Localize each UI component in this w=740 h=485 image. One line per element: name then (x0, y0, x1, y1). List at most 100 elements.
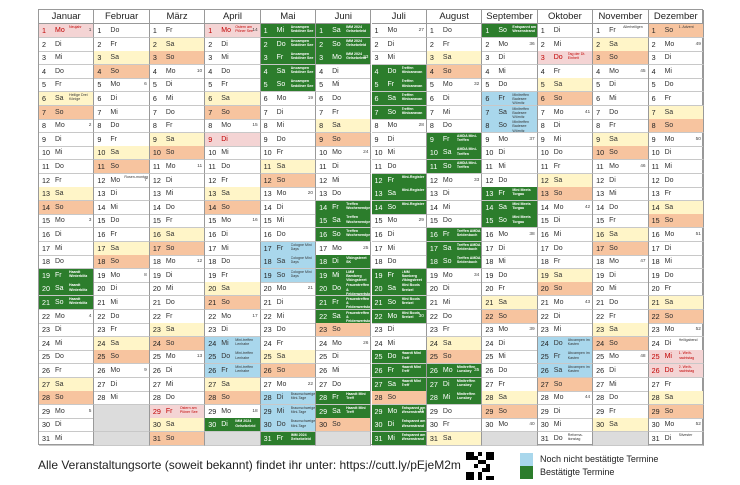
day-cell[interactable]: 15 Do (94, 214, 150, 229)
day-cell[interactable]: 19 Sa (537, 268, 594, 283)
day-cell[interactable]: 21 Mi (94, 296, 150, 310)
day-cell[interactable]: 22 Do (426, 309, 483, 324)
day-cell[interactable]: 17 So (149, 241, 206, 256)
day-cell[interactable]: 24 So (149, 336, 206, 351)
day-cell[interactable]: 14 Mi (426, 200, 483, 215)
day-cell[interactable]: 30 Mi (537, 418, 594, 433)
day-cell[interactable]: 30 Di IMM 2024 Gelsebeleid (205, 418, 261, 433)
day-cell[interactable]: 9 Sa (593, 132, 649, 147)
day-cell[interactable]: 16 Fr Treffen AMDA Seidenbuch (426, 228, 483, 242)
day-cell[interactable]: 2 Fr (426, 37, 483, 52)
day-cell[interactable]: 7 Mi (426, 105, 483, 120)
day-cell[interactable]: 22 So (482, 309, 538, 324)
day-cell[interactable]: 3 Mo IMM 2024 Gelsebeleid 23 (316, 51, 372, 66)
day-cell[interactable]: 23 Sa (149, 323, 206, 338)
day-cell[interactable]: 6 Mi (149, 92, 206, 106)
day-cell[interactable]: 25 Di (316, 350, 372, 365)
day-cell[interactable]: 22 Fr (593, 309, 649, 324)
day-cell[interactable]: 28 Di Braunschweiger Mini-Tage (260, 391, 317, 406)
day-cell[interactable]: 25 Do (39, 350, 95, 365)
day-cell[interactable]: 13 Di (426, 187, 483, 202)
day-cell[interactable]: 22 So (648, 309, 704, 324)
day-cell[interactable]: 8 Mo 2 (39, 119, 95, 134)
day-cell[interactable]: 22 Mo Mini Boots Bretzel 30 (371, 309, 427, 324)
day-cell[interactable]: 20 So (537, 282, 594, 297)
day-cell[interactable]: 11 Di (316, 160, 372, 174)
day-cell[interactable]: 8 Do (426, 119, 483, 134)
day-cell[interactable]: 16 So Treffen Wochenendprogr. (316, 228, 372, 242)
day-cell[interactable]: 21 Sa (482, 296, 538, 310)
day-cell[interactable]: 12 So (260, 173, 317, 188)
day-cell[interactable]: 17 Sa (94, 241, 150, 256)
day-cell[interactable]: 26 Fr Mini-treffen Lenhabe (205, 364, 261, 378)
day-cell[interactable]: 3 Mi (371, 51, 427, 66)
day-cell[interactable]: 27 Sa (39, 377, 95, 392)
day-cell[interactable]: 29 Fr Ostern am Plöner See (149, 404, 206, 419)
day-cell[interactable]: 2 Mo 49 (648, 37, 704, 52)
day-cell[interactable]: 13 Mi (149, 187, 206, 202)
day-cell[interactable]: 24 Sa (94, 336, 150, 351)
day-cell[interactable]: 3 So (149, 51, 206, 66)
day-cell[interactable]: 25 Mi 1. Weih-nachtstag (648, 350, 704, 365)
day-cell[interactable]: 8 Sa (316, 119, 372, 134)
day-cell[interactable]: 12 Mo 33 (426, 173, 483, 188)
day-cell[interactable]: 7 So (205, 105, 261, 120)
day-cell[interactable]: 27 Do (316, 377, 372, 392)
day-cell[interactable]: 30 So (316, 418, 372, 433)
day-cell[interactable]: 1 Fr Allerheiligen (593, 24, 649, 38)
day-cell[interactable]: 30 Fr (426, 418, 483, 433)
day-cell[interactable]: 15 Mi (260, 214, 317, 229)
day-cell[interactable]: 21 So Haardt Winterblitz (39, 296, 95, 310)
day-cell[interactable]: 9 Di (205, 132, 261, 147)
day-cell[interactable]: 4 Mo 10 (149, 64, 206, 79)
day-cell[interactable]: 10 Mo 24 (316, 146, 372, 161)
day-cell[interactable]: 29 So (648, 404, 704, 419)
day-cell[interactable]: 31 Mi Entspannt am Wesenstrand (371, 432, 427, 446)
day-cell[interactable]: 27 Fr (482, 377, 538, 392)
day-cell[interactable]: 16 Mi (537, 228, 594, 242)
qr-code-icon[interactable] (466, 452, 494, 480)
day-cell[interactable]: 21 Mi (426, 296, 483, 310)
day-cell[interactable]: 18 Do (371, 255, 427, 270)
day-cell[interactable]: 25 Do Haardt Mini Treff (371, 350, 427, 365)
day-cell[interactable]: 4 Mi (648, 64, 704, 79)
day-cell[interactable]: 30 Do Braunschweiger Mini-Tage (260, 418, 317, 433)
day-cell[interactable]: 31 So (149, 432, 206, 446)
day-cell[interactable]: 10 So (149, 146, 206, 161)
day-cell[interactable]: 27 Mi (593, 377, 649, 392)
day-cell[interactable]: 8 Di (537, 119, 594, 134)
day-cell[interactable]: 8 So (648, 119, 704, 134)
day-cell[interactable]: 29 Mo 18 (205, 404, 261, 419)
day-cell[interactable]: 29 Mo Entspannt am Wesenstrand 31 (371, 404, 427, 419)
day-cell[interactable]: 15 Fr (593, 214, 649, 229)
day-cell[interactable]: 23 Di (39, 323, 95, 338)
day-cell[interactable]: 1 So Entspannt am Wesenstrand (482, 24, 538, 38)
day-cell[interactable]: 10 So (593, 146, 649, 161)
day-cell[interactable]: 6 Mi (593, 92, 649, 106)
day-cell[interactable]: 24 Do Abcampen im Kasten (537, 336, 594, 351)
day-cell[interactable]: 27 Fr (648, 377, 704, 392)
day-cell[interactable]: 12 Do (648, 173, 704, 188)
day-cell[interactable]: 11 Do (371, 160, 427, 174)
day-cell[interactable]: 17 Di (648, 241, 704, 256)
day-cell[interactable]: 9 Mi (537, 132, 594, 147)
day-cell[interactable]: 13 Sa (205, 187, 261, 202)
day-cell[interactable]: 10 Mi (205, 146, 261, 161)
day-cell[interactable]: 19 Mi LMM Bamberg Vikingstreet SK (316, 268, 372, 283)
day-cell[interactable]: 19 Fr (205, 268, 261, 283)
day-cell[interactable]: 5 So Ancampen Seddiner See (260, 78, 317, 93)
day-cell[interactable]: 12 Fr (39, 173, 95, 188)
day-cell[interactable]: 23 Mo 52 (648, 323, 704, 338)
day-cell[interactable]: 24 Fr (260, 336, 317, 351)
day-cell[interactable]: 16 Fr (94, 228, 150, 242)
day-cell[interactable]: 1 Do (94, 24, 150, 38)
day-cell[interactable]: 24 So (593, 336, 649, 351)
day-cell[interactable]: 9 So (316, 132, 372, 147)
day-cell[interactable]: 29 Di (537, 404, 594, 419)
day-cell[interactable]: 2 Di (205, 37, 261, 52)
day-cell[interactable]: 20 Sa Mini Boots Bretzel (371, 282, 427, 297)
day-cell[interactable]: 25 Mo 48 (593, 350, 649, 365)
day-cell[interactable]: 18 Di Vikingstreet SK (316, 255, 372, 270)
day-cell[interactable]: 22 Mo 17 (205, 309, 261, 324)
day-cell[interactable]: 15 Mo 3 (39, 214, 95, 229)
